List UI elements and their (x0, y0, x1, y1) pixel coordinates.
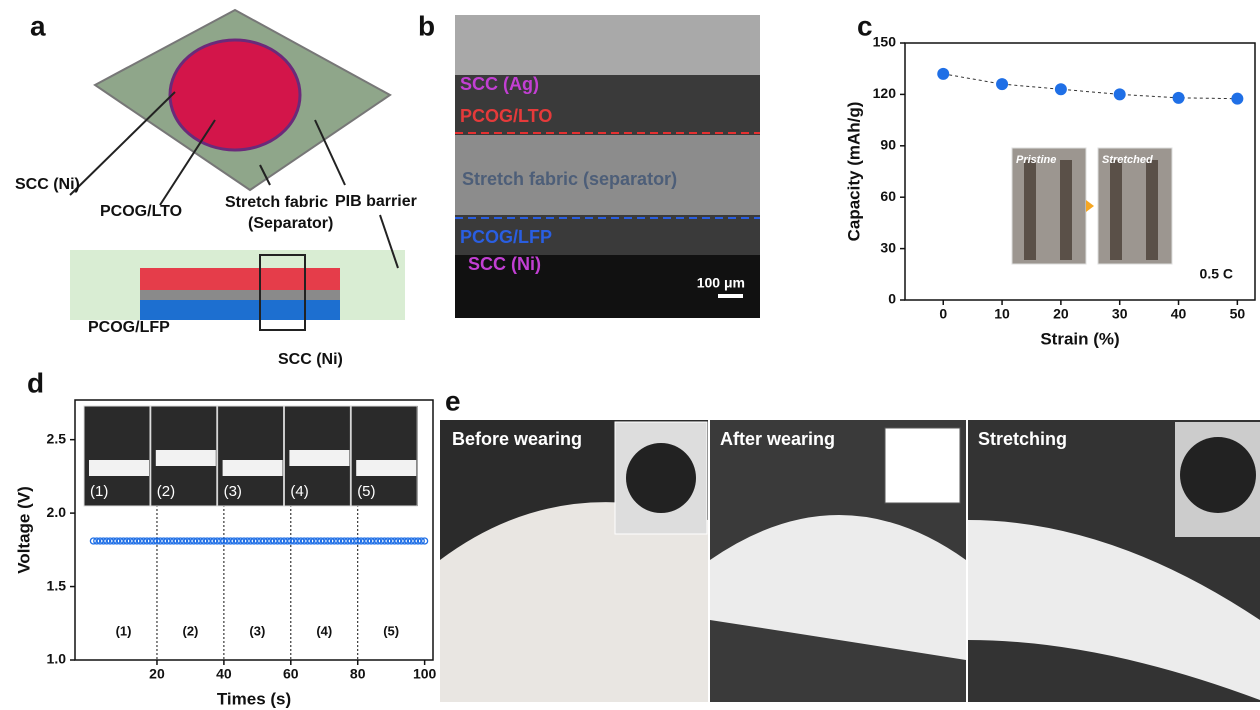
panel-label: a (30, 10, 46, 41)
caption: Stretching (978, 429, 1067, 449)
panel-a-illustration (70, 10, 405, 330)
y-tick-label: 2.0 (47, 504, 67, 520)
x-axis-label: Strain (%) (1040, 329, 1119, 348)
x-tick-label: 30 (1112, 306, 1128, 322)
x-tick-label: 20 (149, 666, 165, 682)
segment-label: (3) (249, 623, 265, 638)
panel-label: d (27, 367, 44, 398)
annotation: (Separator) (248, 215, 333, 232)
segment-label: (2) (182, 623, 198, 638)
x-tick-label: 100 (413, 666, 437, 682)
annotation: 0.5 C (1200, 266, 1233, 282)
caption: Before wearing (452, 429, 582, 449)
inset-label: (4) (290, 483, 308, 500)
annotation: Stretch fabric (225, 194, 328, 211)
annotation: PIB barrier (335, 193, 417, 210)
y-tick-label: 60 (880, 188, 896, 204)
segment-label: (1) (116, 623, 132, 638)
pointer (70, 92, 175, 195)
annotation: PCOG/LFP (460, 227, 552, 247)
annotation: SCC (Ni) (15, 176, 80, 193)
inset-label: Stretched (1102, 154, 1153, 166)
panel-label: b (418, 10, 435, 41)
marker (1114, 88, 1126, 100)
annotation: Stretch fabric (separator) (462, 169, 677, 189)
scale-bar-label: 100 μm (697, 275, 745, 291)
y-tick-label: 0 (888, 291, 896, 307)
x-tick-label: 10 (994, 306, 1010, 322)
marker (937, 68, 949, 80)
watch (1180, 437, 1256, 513)
clamp (1060, 160, 1072, 260)
y-axis-label: Capacity (mAh/g) (844, 102, 863, 242)
inset-label: Pristine (1016, 154, 1056, 166)
clamp (1024, 160, 1036, 260)
y-axis-label: Voltage (V) (14, 486, 33, 574)
watch (626, 443, 696, 513)
annotation: SCC (Ag) (460, 74, 539, 94)
x-axis-label: Times (s) (217, 689, 291, 708)
panel-label: c (857, 10, 873, 41)
x-tick-label: 40 (1171, 306, 1187, 322)
electrode (170, 40, 300, 150)
y-tick-label: 1.0 (47, 651, 67, 667)
y-tick-label: 30 (880, 239, 896, 255)
marker (1231, 93, 1243, 105)
marker (1173, 92, 1185, 104)
annotation: SCC (Ni) (468, 254, 541, 274)
arm (223, 460, 283, 476)
x-tick-label: 60 (283, 666, 299, 682)
y-tick-label: 2.5 (47, 430, 67, 446)
clamp (1146, 160, 1158, 260)
arm (89, 460, 149, 476)
annotation: PCOG/LTO (100, 203, 182, 220)
icon (885, 428, 960, 503)
marker (1055, 83, 1067, 95)
x-tick-label: 0 (939, 306, 947, 322)
lto-layer (140, 268, 340, 290)
lfp-layer (140, 300, 340, 320)
arm (289, 450, 349, 466)
separator-layer (140, 290, 340, 300)
segment-label: (5) (383, 623, 399, 638)
annotation: PCOG/LFP (88, 319, 170, 336)
y-tick-label: 120 (873, 85, 897, 101)
inset-label: (2) (157, 483, 175, 500)
x-tick-label: 40 (216, 666, 232, 682)
scale-bar (718, 294, 743, 298)
clamp (1110, 160, 1122, 260)
x-tick-label: 80 (350, 666, 366, 682)
y-tick-label: 150 (873, 34, 897, 50)
inset-label: (5) (357, 483, 375, 500)
segment-label: (4) (316, 623, 332, 638)
inset-label: (1) (90, 483, 108, 500)
arm (356, 460, 416, 476)
trend-line (943, 74, 1237, 99)
y-tick-label: 1.5 (47, 577, 67, 593)
figure: a SCC (Ni) PCOG/LTO Stretch fabric (Sepa… (0, 0, 1260, 710)
marker (996, 78, 1008, 90)
arm (156, 450, 216, 466)
panel-label: e (445, 385, 461, 416)
annotation: PCOG/LTO (460, 106, 552, 126)
annotation: SCC (Ni) (278, 351, 343, 368)
x-tick-label: 20 (1053, 306, 1069, 322)
arrow (1086, 200, 1094, 212)
y-tick-label: 90 (880, 137, 896, 153)
inset-label: (3) (224, 483, 242, 500)
sem-top (455, 15, 760, 75)
x-tick-label: 50 (1230, 306, 1246, 322)
caption: After wearing (720, 429, 835, 449)
